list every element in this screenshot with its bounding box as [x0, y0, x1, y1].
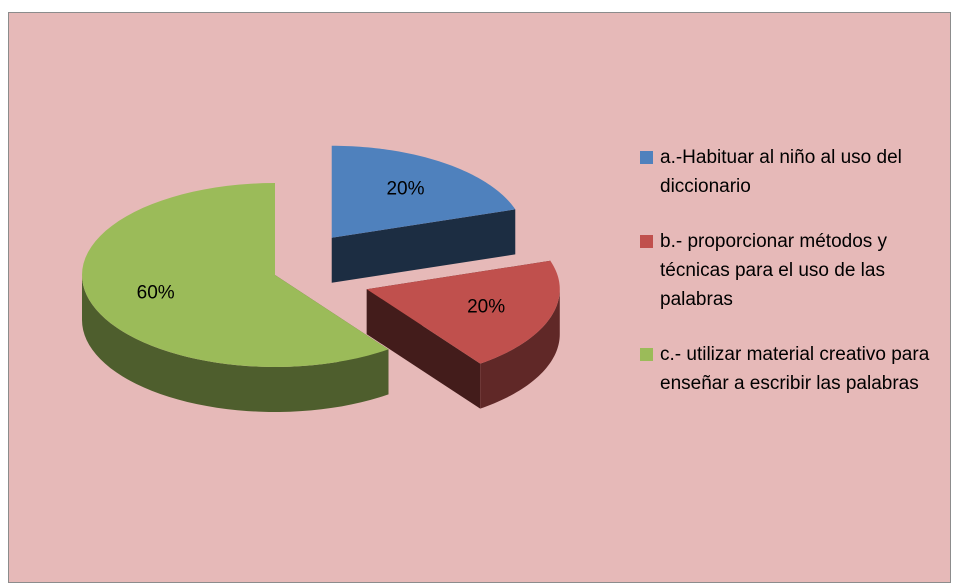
legend-label: b.- proporcionar métodos y técnicas para… [660, 231, 896, 310]
legend-item: c.- utilizar material creativo para ense… [640, 340, 945, 398]
legend-swatch [640, 235, 653, 248]
legend-item: a.-Habituar al niño al uso del diccionar… [640, 143, 945, 201]
data-label: 20% [467, 297, 505, 318]
legend-label: a.-Habituar al niño al uso del diccionar… [660, 147, 908, 197]
pie-slice [366, 260, 560, 364]
legend-swatch [640, 348, 653, 361]
data-label: 60% [137, 282, 175, 303]
slice-side [366, 289, 481, 409]
legend-item: b.- proporcionar métodos y técnicas para… [640, 227, 945, 314]
data-label: 20% [386, 178, 424, 199]
slice-wall [480, 289, 560, 409]
pie-slice [331, 145, 516, 238]
slice-wall [82, 275, 389, 412]
legend-swatch [640, 151, 653, 164]
legend: a.-Habituar al niño al uso del diccionar… [640, 143, 945, 424]
pie-slice [82, 183, 389, 367]
legend-label: c.- utilizar material creativo para ense… [660, 344, 935, 394]
slice-side [331, 209, 516, 283]
